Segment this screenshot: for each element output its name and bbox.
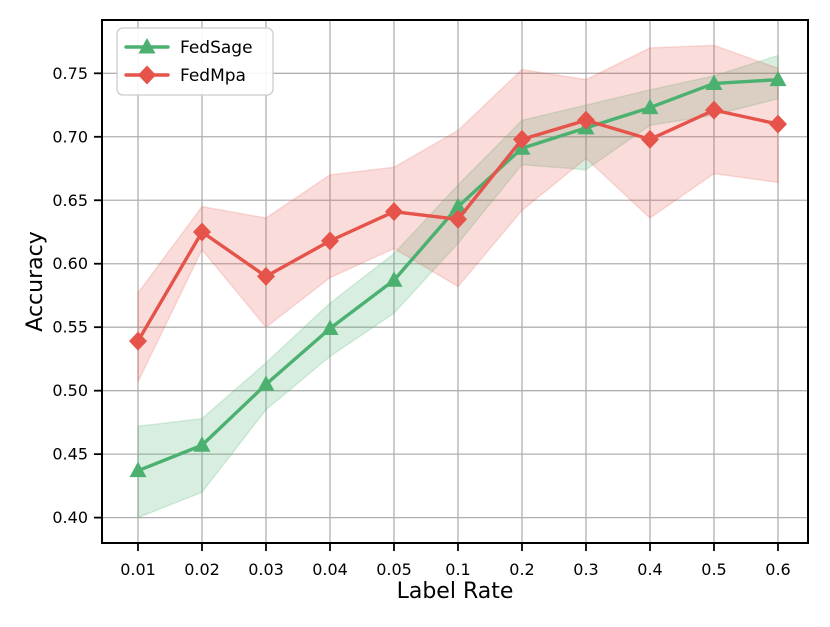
x-tick-label: 0.5 [701, 560, 726, 579]
fedmpa-marker [641, 129, 659, 149]
y-axis: 0.40 0.45 0.50 0.55 0.60 0.65 0.70 0.75 [52, 64, 102, 527]
fedsage-series [129, 70, 787, 478]
legend-entry-fedsage: FedSage [124, 38, 253, 58]
y-tick-label: 0.40 [52, 508, 88, 527]
legend: FedSage FedMpa [116, 27, 274, 96]
legend-label: FedSage [180, 38, 253, 58]
fedsage-marker [641, 98, 659, 115]
x-tick-label: 0.6 [765, 560, 790, 579]
fedmpa-marker [385, 202, 403, 222]
x-tick-label: 0.01 [120, 560, 156, 579]
fedsage-marker [769, 70, 787, 87]
x-tick-label: 0.1 [445, 560, 470, 579]
y-tick-label: 0.55 [52, 318, 88, 337]
x-tick-label: 0.04 [312, 560, 348, 579]
x-tick-label: 0.03 [248, 560, 284, 579]
fedmpa-marker [513, 129, 531, 149]
fedmpa-marker [769, 114, 787, 134]
fedmpa-series [129, 100, 787, 351]
fedsage-marker [449, 197, 467, 214]
fedsage-marker [705, 74, 723, 90]
fedsage-marker [129, 461, 147, 478]
y-tick-label: 0.50 [52, 381, 88, 400]
fedmpa-marker [577, 110, 595, 130]
x-tick-label: 0.4 [637, 560, 662, 579]
y-axis-title: Accuracy [23, 231, 48, 331]
y-tick-label: 0.65 [52, 191, 88, 210]
fedsage-marker [321, 319, 339, 335]
y-tick-label: 0.45 [52, 445, 88, 464]
x-tick-label: 0.3 [573, 560, 598, 579]
fedmpa-marker [449, 209, 467, 229]
fedmpa-marker [193, 222, 211, 242]
y-tick-label: 0.75 [52, 64, 88, 83]
fedmpa-marker [129, 331, 147, 351]
fedsage-marker [385, 271, 403, 287]
legend-box [116, 27, 274, 96]
x-axis: 0.01 0.02 0.03 0.04 0.05 0.1 0.2 0.3 0.4 0.5 0.6 [120, 543, 791, 579]
legend-diamond-marker [138, 65, 156, 85]
fedsage-marker [257, 375, 275, 391]
y-tick-label: 0.60 [52, 254, 88, 273]
legend-label: FedMpa [180, 66, 246, 86]
x-tick-label: 0.05 [376, 560, 412, 579]
x-tick-label: 0.2 [509, 560, 534, 579]
plot-border [101, 19, 809, 544]
x-tick-label: 0.02 [184, 560, 220, 579]
y-tick-label: 0.70 [52, 127, 88, 146]
x-axis-title: Label Rate [397, 579, 514, 604]
fedsage-marker [193, 436, 211, 452]
fedmpa-marker [705, 100, 723, 120]
legend-entry-fedmpa: FedMpa [124, 65, 246, 86]
fedmpa-marker [321, 231, 339, 251]
fedmpa-marker [257, 266, 275, 286]
legend-triangle-marker [138, 38, 156, 54]
